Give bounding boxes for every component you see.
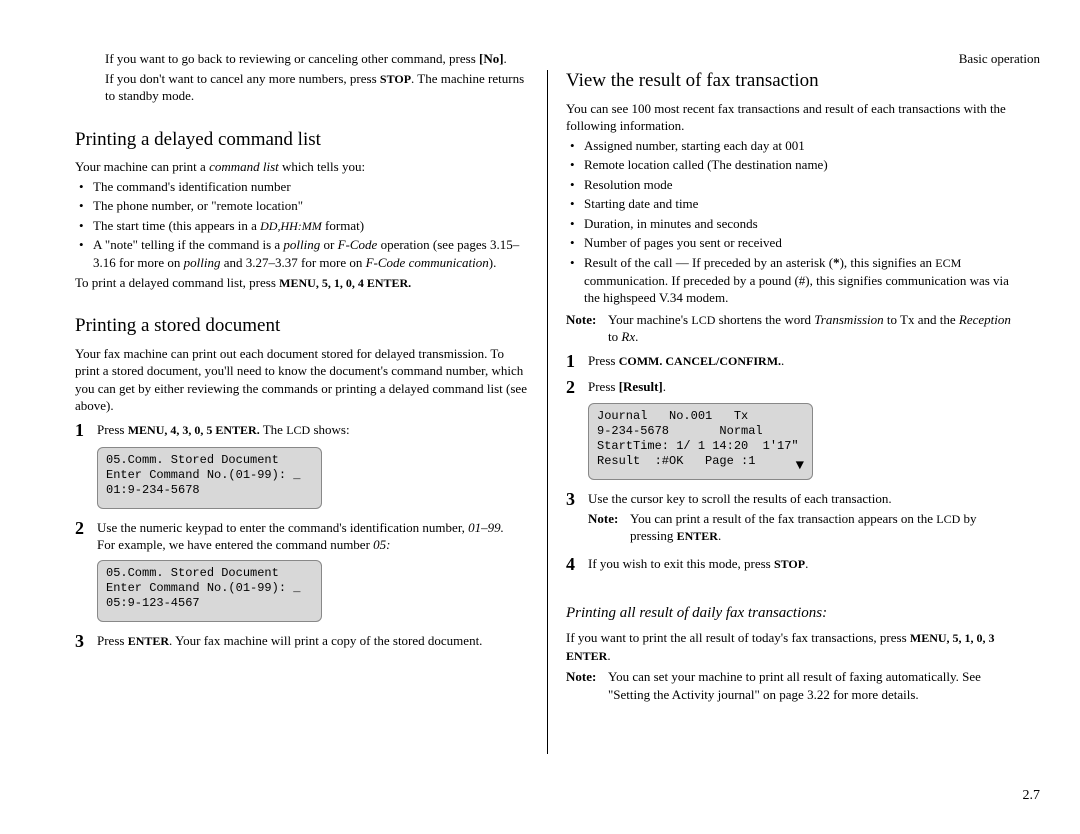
heading-delayed-command: Printing a delayed command list <box>75 127 529 153</box>
down-arrow-icon: ▼ <box>796 458 804 476</box>
step-3: 3 Press ENTER. Your fax machine will pri… <box>75 632 529 652</box>
step-number: 2 <box>566 378 588 398</box>
list-item: Number of pages you sent or received <box>566 234 1020 252</box>
intro-line-1: If you want to go back to reviewing or c… <box>105 50 529 68</box>
step-2: 2 Use the numeric keypad to enter the co… <box>75 519 529 554</box>
view-bullet-list: Assigned number, starting each day at 00… <box>566 137 1020 307</box>
lcd-display-2: 05.Comm. Stored Document Enter Command N… <box>97 560 322 622</box>
list-item: Remote location called (The destination … <box>566 156 1020 174</box>
step-1: 1 Press COMM. CANCEL/CONFIRM.. <box>566 352 1020 372</box>
heading-view-result: View the result of fax transaction <box>566 68 1020 94</box>
list-item: Result of the call — If preceded by an a… <box>566 254 1020 307</box>
step-1: 1 Press MENU, 4, 3, 0, 5 ENTER. The LCD … <box>75 421 529 441</box>
step-number: 2 <box>75 519 97 554</box>
intro-line-2: If you don't want to cancel any more num… <box>105 70 529 105</box>
step-4: 4 If you wish to exit this mode, press S… <box>566 555 1020 575</box>
list-item: Starting date and time <box>566 195 1020 213</box>
list-item: Assigned number, starting each day at 00… <box>566 137 1020 155</box>
page-number: 2.7 <box>1023 787 1041 806</box>
list-item: Resolution mode <box>566 176 1020 194</box>
step-number: 1 <box>566 352 588 372</box>
lcd-display-journal: Journal No.001 Tx 9-234-5678 Normal Star… <box>588 403 813 480</box>
stored-intro: Your fax machine can print out each docu… <box>75 345 529 415</box>
daily-instruction: If you want to print the all result of t… <box>566 629 1020 664</box>
step-2: 2 Press [Result]. <box>566 378 1020 398</box>
delayed-bullet-list: The command's identification number The … <box>75 178 529 272</box>
step-3: 3 Use the cursor key to scroll the resul… <box>566 490 1020 549</box>
header-section: Basic operation <box>959 50 1040 68</box>
left-column: If you want to go back to reviewing or c… <box>75 50 547 804</box>
delayed-print-instruction: To print a delayed command list, press M… <box>75 274 529 292</box>
heading-stored-document: Printing a stored document <box>75 313 529 339</box>
note-tx-rx: Note: Your machine's LCD shortens the wo… <box>566 311 1020 346</box>
delayed-intro: Your machine can print a command list wh… <box>75 158 529 176</box>
step-number: 3 <box>566 490 588 549</box>
note-print-result: Note: You can print a result of the fax … <box>588 510 1020 545</box>
list-item: The start time (this appears in a DD,HH:… <box>75 217 529 235</box>
list-item: The phone number, or "remote location" <box>75 197 529 215</box>
lcd-display-1: 05.Comm. Stored Document Enter Command N… <box>97 447 322 509</box>
list-item: The command's identification number <box>75 178 529 196</box>
list-item: Duration, in minutes and seconds <box>566 215 1020 233</box>
heading-daily-transactions: Printing all result of daily fax transac… <box>566 603 1020 623</box>
step-number: 4 <box>566 555 588 575</box>
right-column: View the result of fax transaction You c… <box>548 50 1040 804</box>
note-auto-print: Note: You can set your machine to print … <box>566 668 1020 703</box>
step-number: 1 <box>75 421 97 441</box>
list-item: A "note" telling if the command is a pol… <box>75 236 529 271</box>
step-number: 3 <box>75 632 97 652</box>
view-intro: You can see 100 most recent fax transact… <box>566 100 1020 135</box>
